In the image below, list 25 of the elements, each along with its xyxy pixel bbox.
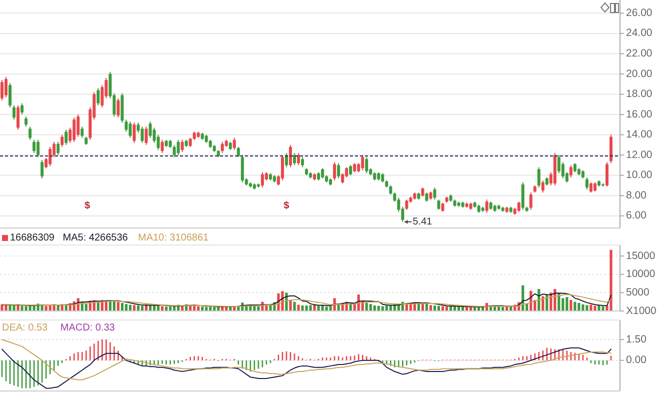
y-tick-label: 8.00 xyxy=(626,189,647,202)
y-tick-label: 16.00 xyxy=(626,108,652,120)
y-tick-label: 14.00 xyxy=(626,128,652,141)
y-tick-label: 22.00 xyxy=(626,47,652,60)
y-tick-label: 10000 xyxy=(626,268,656,280)
y-tick-label: 26.00 xyxy=(626,6,652,19)
annotation: $ xyxy=(284,200,290,212)
y-tick-label: 15000 xyxy=(626,250,656,262)
y-tick-label: 5000 xyxy=(626,286,650,298)
y-tick-label: 6.00 xyxy=(626,210,647,222)
text: MA10: 3106861 xyxy=(138,232,210,244)
y-tick-label: 20.00 xyxy=(626,68,652,80)
annotation: $ xyxy=(84,200,90,212)
y-tick-label: X1000 xyxy=(626,304,657,317)
y-tick-label: 24.00 xyxy=(626,27,652,40)
y-tick-label: 0.00 xyxy=(626,354,647,366)
y-tick-label: 10.00 xyxy=(626,169,652,182)
text: MA5: 4266536 xyxy=(62,232,128,244)
y-tick-label: 12.00 xyxy=(626,148,652,161)
legend-label: 16686309 xyxy=(10,232,55,244)
y-tick-label: 1.50 xyxy=(626,333,647,346)
annotation: 5.41 xyxy=(412,216,433,228)
series-label: MACD: 0.33 xyxy=(60,322,116,334)
series-label: DEA: 0.53 xyxy=(2,322,48,334)
y-tick-label: 18.00 xyxy=(626,88,652,100)
